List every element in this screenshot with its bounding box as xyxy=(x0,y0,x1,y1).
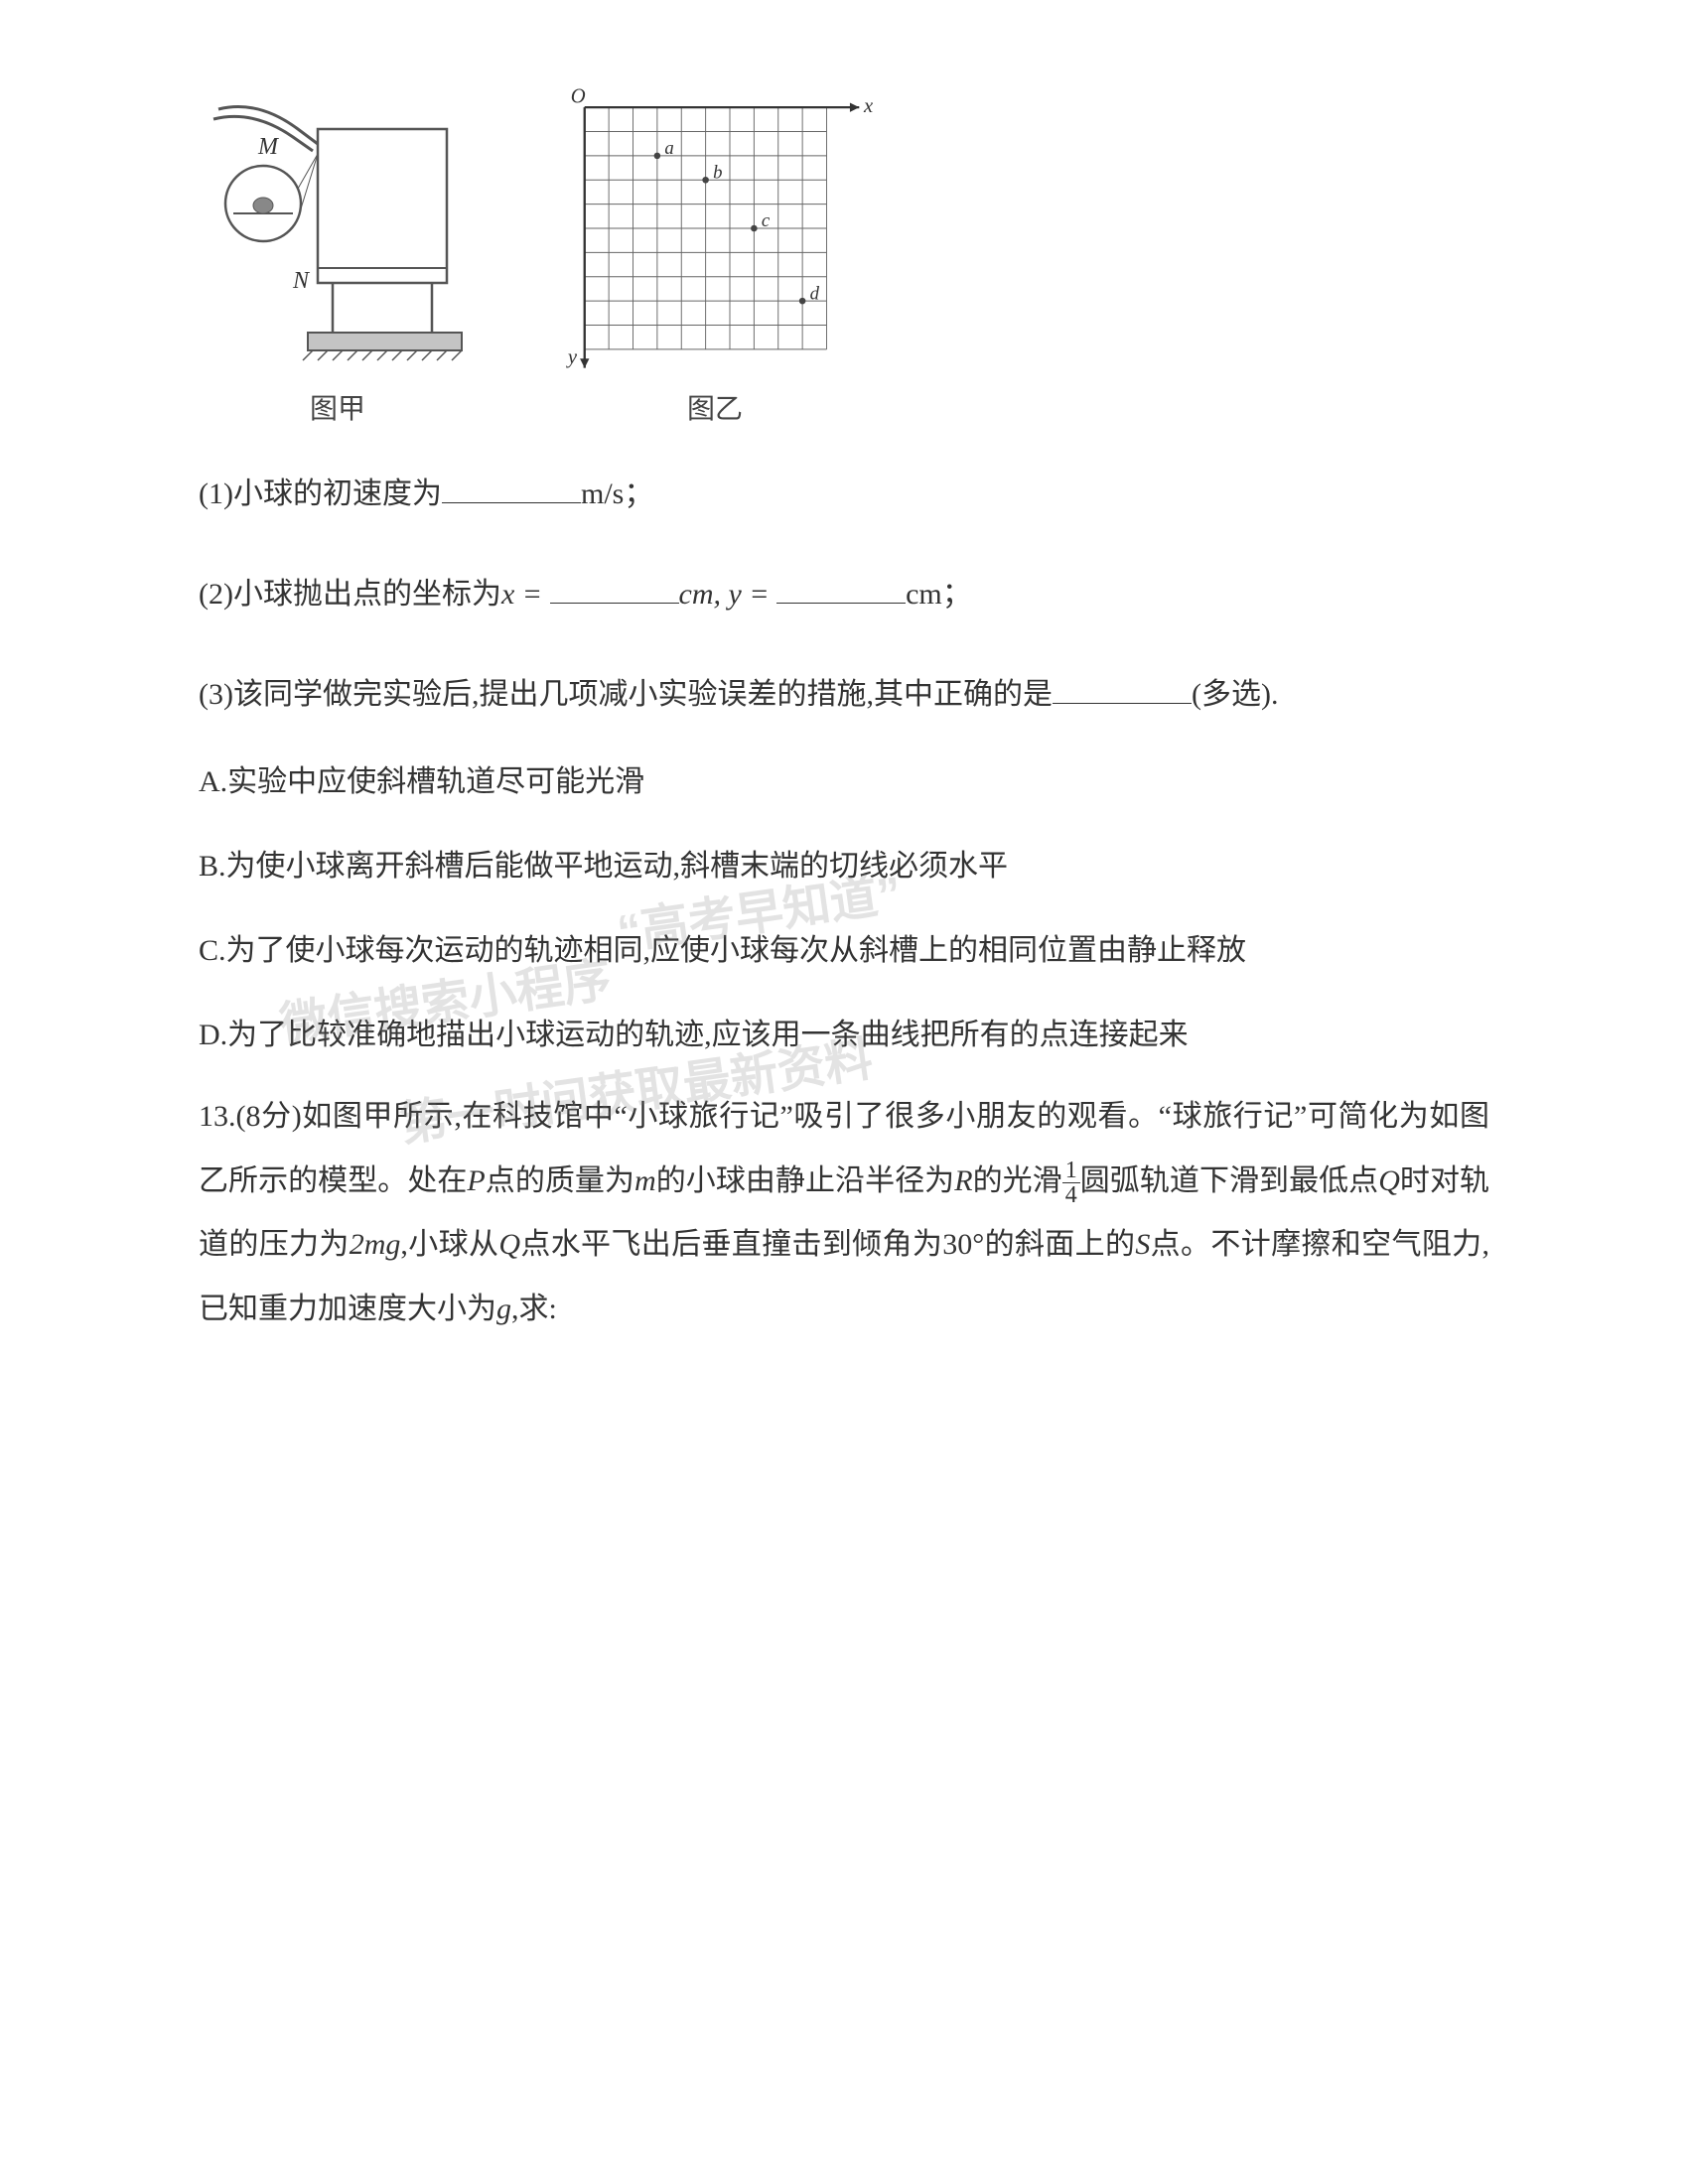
question-1: (1)小球的初速度为 m/s； xyxy=(199,462,1489,527)
q1-prefix: (1)小球的初速度为 xyxy=(199,478,442,510)
fraction-den: 4 xyxy=(1062,1183,1080,1207)
svg-text:d: d xyxy=(810,283,820,304)
q2-blank-x xyxy=(550,576,679,604)
p13-t5: 圆弧轨道下滑到最低点 xyxy=(1080,1164,1379,1197)
apparatus-diagram: M N xyxy=(199,79,477,377)
p13-P: P xyxy=(467,1164,485,1197)
svg-text:a: a xyxy=(664,138,673,159)
p13-t4: 的光滑 xyxy=(973,1164,1062,1197)
p13-Q1: Q xyxy=(1378,1164,1400,1197)
p13-R: R xyxy=(954,1164,972,1197)
svg-text:x: x xyxy=(863,95,873,117)
p13-t7: ,小球从 xyxy=(400,1228,498,1261)
p13-Q2: Q xyxy=(498,1228,520,1261)
option-c: C.为了使小球每次运动的轨迹相同,应使小球每次从斜槽上的相同位置由静止释放 xyxy=(199,921,1489,981)
q3-suffix: (多选). xyxy=(1192,678,1278,711)
grid-diagram: O x y a b c d xyxy=(536,79,894,377)
q3-blank xyxy=(1053,676,1192,704)
figure-grid: O x y a b c d 图乙 xyxy=(536,79,894,427)
q1-blank xyxy=(442,476,581,503)
p13-2mg: 2mg xyxy=(350,1228,401,1261)
p13-t10: ,求: xyxy=(511,1293,557,1325)
question-2: (2)小球抛出点的坐标为x = cm, y = cm； xyxy=(199,562,1489,627)
q2-blank-y xyxy=(776,576,906,604)
problem-13: 13.(8分)如图甲所示,在科技馆中“小球旅行记”吸引了很多小朋友的观看。“球旅… xyxy=(199,1085,1489,1341)
p13-g: g xyxy=(496,1293,511,1325)
q2-x-var: x = xyxy=(501,578,542,611)
q2-prefix: (2)小球抛出点的坐标为 xyxy=(199,578,501,611)
svg-text:M: M xyxy=(257,134,280,160)
option-d: D.为了比较准确地描出小球运动的轨迹,应该用一条曲线把所有的点连接起来 xyxy=(199,1006,1489,1065)
svg-text:y: y xyxy=(566,346,578,368)
figures-row: M N xyxy=(199,79,1489,427)
option-b: B.为使小球离开斜槽后能做平地运动,斜槽末端的切线必须水平 xyxy=(199,837,1489,896)
svg-text:c: c xyxy=(762,210,771,231)
q2-x-unit: cm, y = xyxy=(679,578,770,611)
svg-text:b: b xyxy=(713,162,722,183)
svg-text:O: O xyxy=(571,85,586,107)
p13-S: S xyxy=(1135,1228,1150,1261)
question-3: (3)该同学做完实验后,提出几项减小实验误差的措施,其中正确的是 (多选). xyxy=(199,662,1489,728)
p13-t8: 点水平飞出后垂直撞击到倾角为30°的斜面上的 xyxy=(520,1228,1135,1261)
option-a: A.实验中应使斜槽轨道尽可能光滑 xyxy=(199,752,1489,812)
grid-caption: 图乙 xyxy=(687,387,743,427)
apparatus-caption: 图甲 xyxy=(310,387,365,427)
figure-apparatus: M N xyxy=(199,79,477,427)
p13-m: m xyxy=(634,1164,656,1197)
p13-t3: 的小球由静止沿半径为 xyxy=(656,1164,955,1197)
p13-t2: 点的质量为 xyxy=(486,1164,634,1197)
svg-text:N: N xyxy=(292,268,311,294)
q3-prefix: (3)该同学做完实验后,提出几项减小实验误差的措施,其中正确的是 xyxy=(199,678,1053,711)
q2-y-unit: cm； xyxy=(906,578,972,611)
p13-fraction: 14 xyxy=(1062,1159,1080,1207)
fraction-num: 1 xyxy=(1062,1159,1080,1183)
q1-unit: m/s； xyxy=(581,478,653,510)
